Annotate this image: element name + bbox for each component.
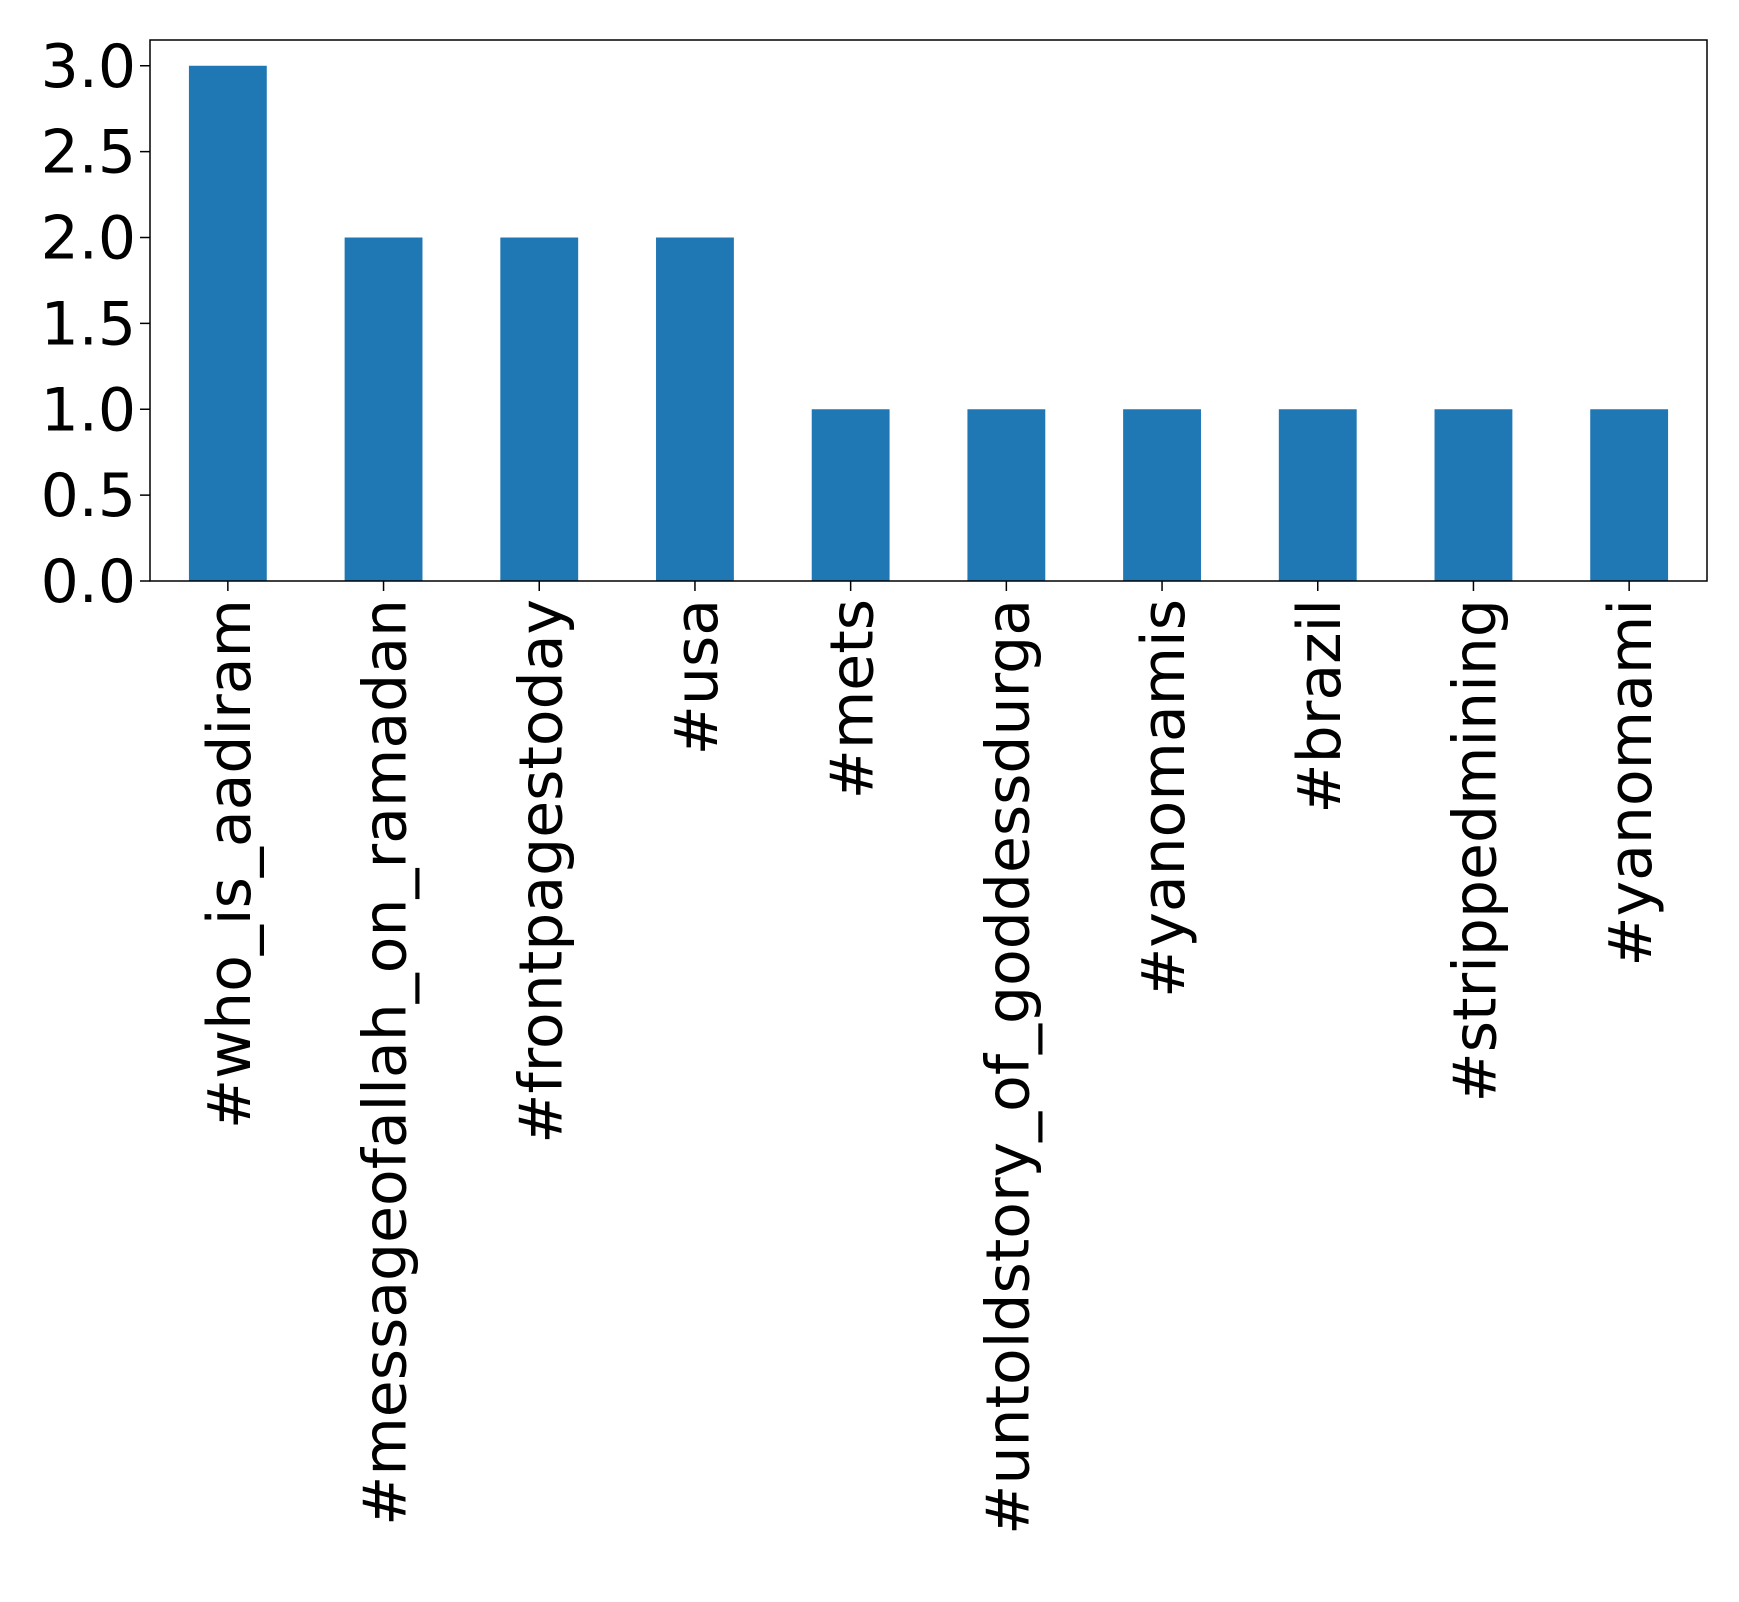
x-tick-label-7: #brazil (1285, 599, 1355, 814)
x-axis-ticks: #who_is_aadiram #messageofallah_on_ramada… (195, 581, 1666, 1535)
bar-2 (500, 237, 579, 581)
x-tick-label-0: #who_is_aadiram (195, 599, 265, 1129)
bar-0 (188, 65, 267, 581)
y-tick-label-0: 0.0 (41, 547, 136, 617)
x-tick-label-2: #frontpagestoday (506, 599, 576, 1144)
x-tick-label-4: #mets (818, 599, 888, 799)
bar-5 (967, 409, 1046, 581)
bar-8 (1434, 409, 1513, 581)
x-tick-label-9: #yanomami (1596, 599, 1666, 967)
x-tick-label-1: #messageofallah_on_ramadan (351, 599, 421, 1526)
y-axis-ticks: 0.0 0.5 1.0 1.5 2.0 2.5 3.0 (41, 32, 150, 617)
bars-group (188, 65, 1669, 581)
x-tick-label-3: #usa (662, 599, 732, 755)
bar-6 (1123, 409, 1201, 581)
y-tick-label-2: 1.0 (41, 375, 136, 445)
bar-9 (1590, 409, 1669, 581)
y-tick-label-1: 0.5 (41, 461, 136, 531)
x-tick-label-5: #untoldstory_of_goddessdurga (973, 599, 1043, 1535)
plot-frame (149, 39, 1708, 582)
bar-4 (811, 409, 890, 581)
x-tick-label-8: #strippedmining (1440, 599, 1510, 1103)
y-tick-label-6: 3.0 (41, 32, 136, 102)
y-tick-label-3: 1.5 (41, 289, 136, 359)
x-tick-label-6: #yanomamis (1129, 599, 1199, 998)
y-tick-label-5: 2.5 (41, 118, 136, 188)
y-tick-label-4: 2.0 (41, 204, 136, 274)
bar-7 (1278, 409, 1357, 581)
bar-3 (656, 237, 734, 581)
bar-1 (344, 237, 423, 581)
